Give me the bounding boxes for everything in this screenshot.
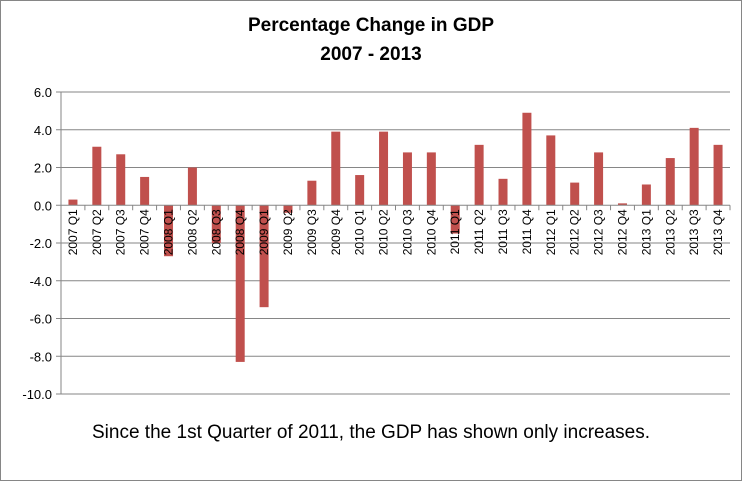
bar <box>116 154 126 206</box>
y-tick-label: 2.0 <box>34 161 52 176</box>
y-tick-label: -6.0 <box>30 312 52 327</box>
y-tick-label: -8.0 <box>30 349 52 364</box>
y-tick-label: 4.0 <box>34 123 52 138</box>
bar <box>689 127 699 206</box>
x-tick-label: 2007 Q4 <box>138 209 152 255</box>
x-tick-label: 2012 Q1 <box>544 209 558 255</box>
x-tick-label: 2008 Q4 <box>233 209 247 255</box>
bar <box>641 184 651 206</box>
bar <box>140 176 150 206</box>
x-tick-label: 2007 Q3 <box>114 209 128 255</box>
x-tick-label: 2013 Q2 <box>663 209 677 255</box>
x-tick-label: 2007 Q1 <box>66 209 80 255</box>
bar <box>522 112 532 206</box>
x-tick-label: 2011 Q2 <box>472 209 486 254</box>
x-tick-label: 2009 Q3 <box>305 209 319 255</box>
bar <box>570 182 580 206</box>
x-tick-label: 2012 Q3 <box>592 209 606 255</box>
x-tick-label: 2011 Q3 <box>496 209 510 254</box>
bar <box>665 158 675 206</box>
bar <box>355 175 365 206</box>
x-tick-label: 2013 Q4 <box>711 209 725 255</box>
bar <box>379 131 389 206</box>
x-tick-label: 2011 Q1 <box>448 209 462 254</box>
x-tick-label: 2012 Q2 <box>568 209 582 255</box>
x-tick-label: 2012 Q4 <box>615 209 629 255</box>
bar <box>187 167 197 206</box>
bar <box>498 178 508 206</box>
x-tick-label: 2008 Q2 <box>185 209 199 255</box>
y-tick-labels: 6.0 4.0 2.0 0.0 -2.0 -4.0 -6.0 -8.0 -10.0 <box>22 85 52 402</box>
x-tick-label: 2010 Q3 <box>400 209 414 255</box>
chart-title: Percentage Change in GDP <box>247 15 494 36</box>
y-tick-label: -10.0 <box>22 387 52 402</box>
x-tick-label: 2009 Q2 <box>281 209 295 255</box>
x-tick-label: 2007 Q2 <box>90 209 104 255</box>
x-tick-label: 2013 Q1 <box>639 209 653 255</box>
x-tick-label: 2009 Q1 <box>257 209 271 255</box>
bar <box>68 199 78 206</box>
x-tick-label: 2008 Q1 <box>162 209 176 255</box>
x-tick-label: 2011 Q4 <box>520 209 534 254</box>
bar <box>713 144 723 206</box>
bar <box>211 205 221 243</box>
y-tick-label: -4.0 <box>30 274 52 289</box>
x-tick-label: 2010 Q1 <box>353 209 367 255</box>
bar <box>594 152 604 206</box>
bar <box>450 205 460 234</box>
y-tick-label: 6.0 <box>34 85 52 100</box>
x-tick-label: 2010 Q4 <box>424 209 438 255</box>
bar <box>92 146 102 206</box>
bar <box>164 205 174 257</box>
chart-caption: Since the 1st Quarter of 2011, the GDP h… <box>92 422 650 443</box>
x-tick-label: 2008 Q3 <box>209 209 223 255</box>
bar <box>617 203 627 206</box>
bar <box>235 205 245 362</box>
chart-subtitle: 2007 - 2013 <box>320 44 422 65</box>
x-tick-label: 2013 Q3 <box>687 209 701 255</box>
bar <box>402 152 412 206</box>
x-tick-label: 2009 Q4 <box>329 209 343 255</box>
bar <box>283 205 293 213</box>
gridlines <box>61 91 730 395</box>
y-tick-label: 0.0 <box>34 198 52 213</box>
bar <box>331 131 341 206</box>
x-tick-label: 2010 Q2 <box>377 209 391 255</box>
bars <box>68 112 723 362</box>
y-tick-label: -2.0 <box>30 236 52 251</box>
bar <box>307 180 317 206</box>
bar <box>474 144 484 206</box>
x-tick-labels: 2007 Q1 2007 Q2 2007 Q3 2007 Q4 2008 Q1 2008 … <box>66 209 725 255</box>
axes <box>56 91 731 395</box>
bar <box>426 152 436 206</box>
bar <box>259 205 269 308</box>
bar <box>546 135 556 206</box>
